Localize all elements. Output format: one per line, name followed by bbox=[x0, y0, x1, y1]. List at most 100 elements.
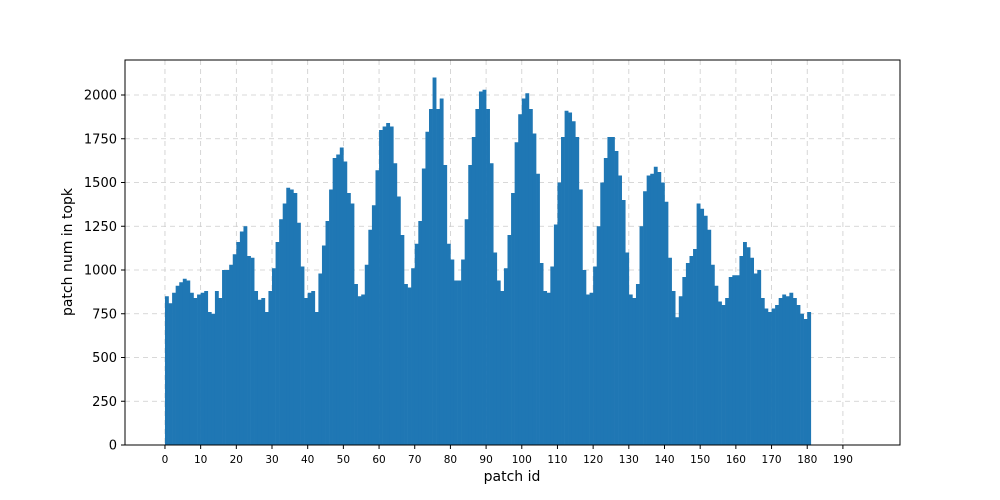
bar bbox=[411, 268, 416, 445]
bar bbox=[518, 114, 523, 445]
bar bbox=[364, 264, 369, 445]
bar bbox=[586, 294, 590, 445]
bar bbox=[443, 165, 448, 445]
bar bbox=[760, 298, 765, 445]
bar bbox=[721, 305, 726, 445]
x-tick-label: 180 bbox=[797, 454, 817, 466]
bar bbox=[218, 298, 223, 445]
bar bbox=[478, 91, 483, 445]
bar bbox=[514, 142, 519, 445]
bar bbox=[732, 275, 737, 445]
bar bbox=[307, 292, 312, 445]
bar bbox=[564, 110, 569, 445]
bar bbox=[750, 257, 755, 445]
bar bbox=[453, 280, 458, 445]
x-tick-label: 90 bbox=[479, 454, 492, 466]
bar bbox=[593, 266, 598, 445]
bar bbox=[179, 282, 184, 445]
bar bbox=[800, 313, 804, 445]
bar bbox=[289, 189, 294, 445]
bar bbox=[553, 224, 558, 445]
bar bbox=[172, 292, 176, 445]
bar bbox=[371, 205, 376, 445]
bar bbox=[389, 126, 394, 445]
bar bbox=[621, 200, 626, 445]
bar bbox=[675, 317, 680, 445]
bar bbox=[168, 303, 173, 445]
x-axis-ticks: 0 10 20 30 40 50 60 70 80 90 100 110 120 130 140 150 160… bbox=[162, 445, 853, 466]
x-tick-label: 150 bbox=[690, 454, 710, 466]
bar bbox=[685, 263, 690, 445]
bars bbox=[164, 77, 812, 445]
x-tick-label: 110 bbox=[547, 454, 567, 466]
bar bbox=[607, 137, 612, 445]
bar bbox=[625, 252, 630, 445]
bar bbox=[643, 191, 647, 445]
bar bbox=[329, 189, 333, 445]
bar bbox=[311, 291, 316, 445]
bar bbox=[639, 226, 644, 445]
bar bbox=[471, 137, 476, 445]
bar bbox=[350, 203, 355, 445]
bar bbox=[461, 259, 465, 445]
bar bbox=[739, 256, 744, 445]
x-tick-label: 50 bbox=[337, 454, 350, 466]
bar bbox=[254, 291, 259, 445]
bar bbox=[782, 294, 787, 445]
bar bbox=[671, 291, 676, 445]
bar bbox=[296, 222, 301, 445]
bar bbox=[728, 277, 733, 445]
bar bbox=[753, 273, 758, 445]
bar bbox=[646, 175, 651, 445]
bar bbox=[175, 285, 180, 445]
bar bbox=[189, 292, 194, 445]
bar bbox=[250, 257, 255, 445]
bar bbox=[382, 126, 387, 445]
x-tick-label: 190 bbox=[833, 454, 853, 466]
y-tick-label: 1500 bbox=[84, 176, 117, 191]
bar bbox=[507, 235, 512, 445]
x-tick-label: 30 bbox=[265, 454, 278, 466]
bar bbox=[536, 173, 540, 445]
bar bbox=[393, 163, 398, 445]
bar bbox=[321, 245, 326, 445]
bar bbox=[707, 229, 712, 445]
bar bbox=[628, 294, 633, 445]
bar bbox=[778, 298, 783, 445]
bar bbox=[429, 109, 433, 445]
bar bbox=[746, 247, 751, 445]
y-axis-label: patch num in topk bbox=[60, 187, 76, 316]
bar bbox=[618, 175, 622, 445]
bar bbox=[725, 298, 730, 445]
bar bbox=[222, 270, 226, 445]
bar bbox=[421, 168, 426, 445]
bar bbox=[546, 292, 551, 445]
y-tick-label: 1250 bbox=[84, 220, 117, 235]
bar bbox=[318, 273, 323, 445]
bar bbox=[193, 298, 198, 445]
bar bbox=[493, 252, 498, 445]
bar bbox=[703, 215, 708, 445]
bar bbox=[767, 312, 772, 445]
bar bbox=[543, 291, 548, 445]
plot-frame bbox=[124, 59, 901, 446]
bar bbox=[186, 280, 191, 445]
bar bbox=[436, 109, 441, 445]
bar bbox=[343, 161, 348, 445]
bar bbox=[400, 235, 405, 445]
x-tick-label: 80 bbox=[444, 454, 457, 466]
bar bbox=[386, 123, 391, 445]
bar bbox=[718, 301, 722, 445]
bar bbox=[354, 284, 358, 445]
bar bbox=[600, 182, 605, 445]
y-tick-label: 250 bbox=[92, 395, 117, 410]
bar bbox=[496, 280, 501, 445]
bar bbox=[264, 312, 269, 445]
bar bbox=[439, 98, 444, 445]
bar bbox=[775, 305, 779, 445]
bar bbox=[561, 137, 565, 445]
y-tick-label: 2000 bbox=[84, 89, 117, 104]
bar bbox=[582, 270, 587, 445]
x-tick-label: 0 bbox=[162, 454, 169, 466]
y-tick-label: 1000 bbox=[84, 264, 117, 279]
